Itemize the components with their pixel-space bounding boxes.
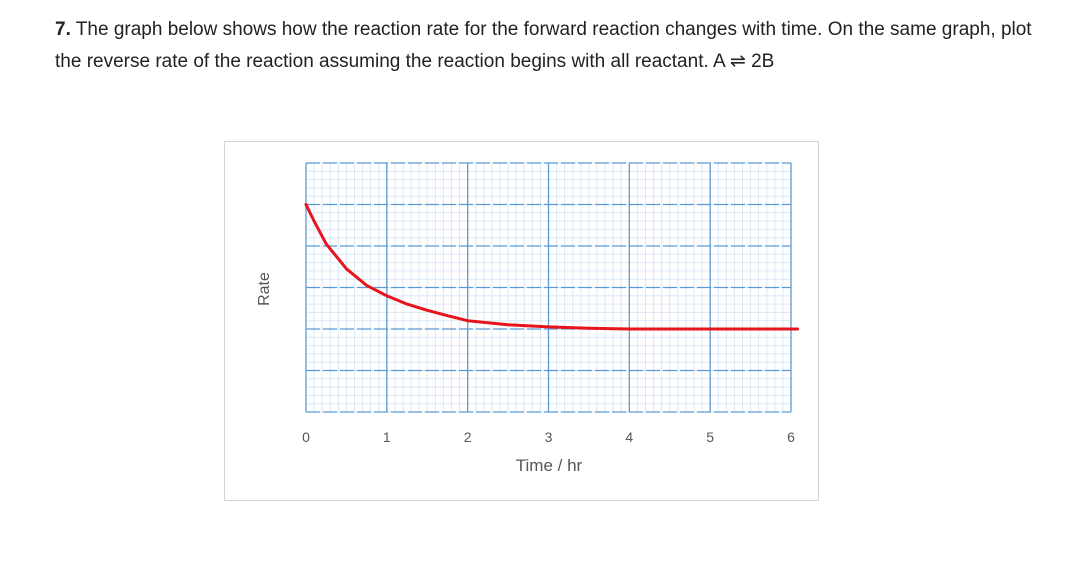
tick-layer: 0 1 2 3 4 5 6	[302, 429, 795, 445]
chart-svg: 0 1 2 3 4 5 6 Time / hr Rate	[256, 162, 799, 475]
x-tick-label: 0	[302, 429, 310, 445]
question-text: 7. The graph below shows how the reactio…	[55, 14, 1045, 78]
grid-layer	[305, 162, 792, 413]
question-body: The graph below shows how the reaction r…	[55, 19, 1032, 72]
x-tick-label: 2	[464, 429, 472, 445]
chart-frame: 0 1 2 3 4 5 6 Time / hr Rate	[224, 141, 819, 501]
question-number: 7.	[55, 19, 71, 40]
x-tick-label: 6	[787, 429, 795, 445]
x-tick-label: 5	[706, 429, 714, 445]
x-tick-label: 1	[383, 429, 391, 445]
line-layer	[304, 203, 799, 331]
forward-rate-line	[304, 203, 799, 331]
x-axis-label: Time / hr	[516, 456, 583, 475]
x-tick-label: 3	[545, 429, 553, 445]
x-tick-label: 4	[625, 429, 633, 445]
y-axis-label: Rate	[256, 272, 273, 306]
